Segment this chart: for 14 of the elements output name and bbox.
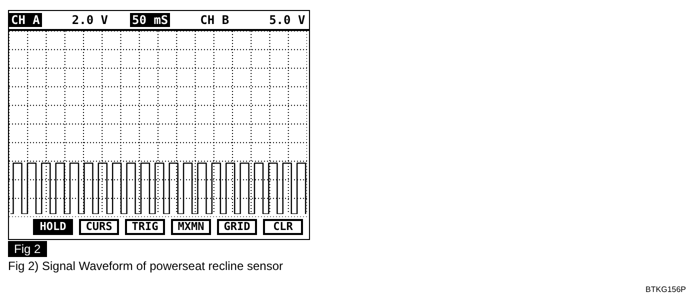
text: CH B (200, 13, 230, 27)
text: CH A (9, 13, 42, 27)
text: 50 mS (130, 13, 170, 27)
text: GRID (217, 219, 257, 235)
text: TRIG (125, 219, 165, 235)
text: 5.0 V (269, 13, 306, 27)
text: CLR (263, 219, 303, 235)
text: CURS (79, 219, 119, 235)
text: MXMN (171, 219, 211, 235)
text: BTKG156P (646, 285, 686, 294)
caption: Fig 2 (8, 241, 47, 257)
text: HOLD (33, 219, 73, 235)
text: 2.0 V (72, 13, 108, 27)
caption: Fig 2) Signal Waveform of powerseat recline sensor (8, 259, 284, 273)
